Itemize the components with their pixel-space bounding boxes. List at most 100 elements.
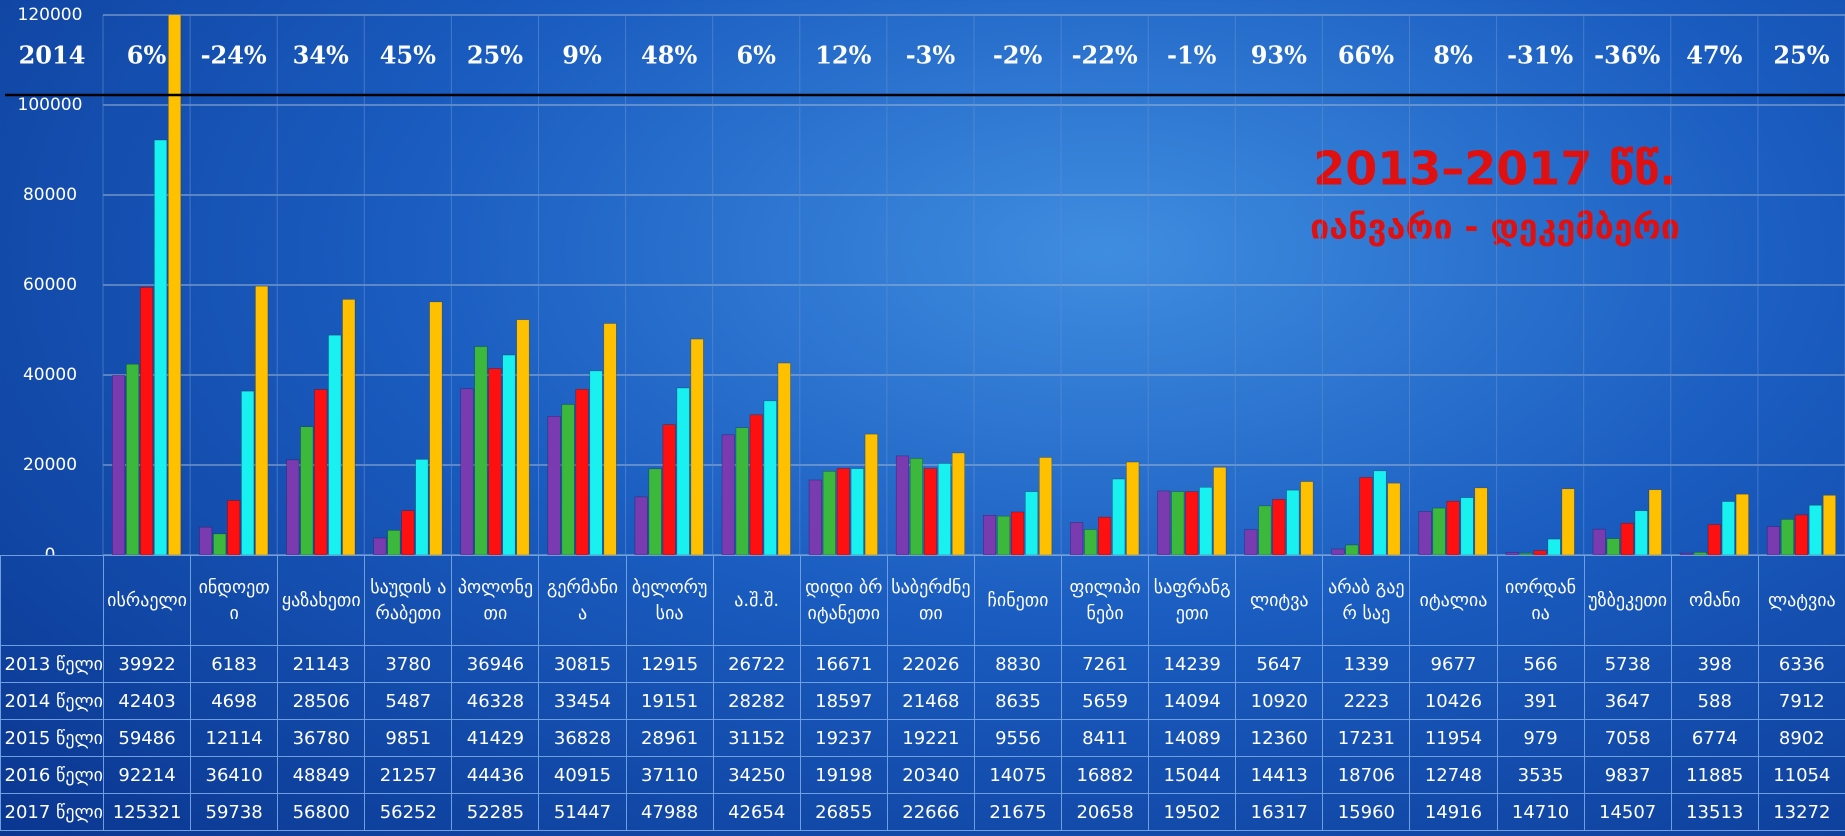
table-value: 41429 — [451, 719, 540, 757]
header-cell: 12% — [815, 41, 871, 70]
bar — [328, 334, 342, 555]
bar — [1373, 470, 1387, 555]
bar — [126, 363, 140, 555]
table-value: 566 — [1496, 645, 1585, 683]
category-label: არაბ გაერ საე — [1322, 555, 1411, 646]
table-value: 5647 — [1235, 645, 1324, 683]
bar — [1025, 491, 1039, 555]
table-value: 14239 — [1148, 645, 1237, 683]
table-value: 20658 — [1061, 793, 1150, 831]
bar — [1157, 490, 1171, 555]
category-label: ინდოეთი — [190, 555, 279, 646]
bar — [112, 375, 126, 555]
y-tick-label: 80000 — [23, 185, 77, 205]
bar — [1185, 491, 1199, 555]
category-label: ბელორუსია — [625, 555, 714, 646]
bars — [112, 15, 1836, 555]
bar — [996, 515, 1011, 555]
table-value: 46328 — [451, 682, 540, 720]
bar — [1606, 538, 1620, 555]
bar — [342, 299, 356, 555]
bar — [1010, 511, 1025, 555]
series-name: 2014 წელი — [0, 682, 104, 720]
table-value: 3780 — [364, 645, 453, 683]
table-value: 12114 — [190, 719, 279, 757]
series-row: 2015 წელი 59486 12114 36780 9851 41429 36828 28… — [0, 719, 1845, 757]
category-label: გერმანია — [538, 555, 627, 646]
bar — [1199, 487, 1213, 555]
table-value: 3647 — [1583, 682, 1672, 720]
table-value: 11954 — [1409, 719, 1498, 757]
table-value: 8635 — [973, 682, 1063, 720]
bar — [690, 338, 704, 555]
header-row: 2014 6% -24% 34% 45% 25% 9% 48% 6% 12% -3% -2% -22% -… — [5, 41, 1845, 97]
header-cell: -2% — [993, 41, 1043, 70]
bar — [1359, 477, 1373, 555]
header-cell: -36% — [1594, 41, 1660, 70]
bar — [1460, 497, 1474, 555]
bar — [460, 388, 474, 555]
bar — [1693, 552, 1707, 555]
chart-subtitle: იანვარი - დეკემბერი — [1310, 208, 1680, 248]
category-label: საფრანგეთი — [1148, 555, 1237, 646]
corner-cell — [0, 555, 104, 646]
bar — [401, 510, 415, 555]
bar — [415, 459, 429, 555]
table-value: 6183 — [190, 645, 279, 683]
series-name: 2016 წელი — [0, 756, 104, 794]
bar — [951, 452, 966, 555]
bar — [721, 434, 735, 555]
bar — [735, 427, 749, 555]
bar — [662, 424, 676, 555]
category-label: საუდის არაბეთი — [364, 555, 453, 646]
table-value: 52285 — [451, 793, 540, 831]
header-cell: 8% — [1433, 41, 1473, 70]
bar — [1272, 499, 1286, 555]
bar — [1244, 529, 1258, 555]
bar — [603, 323, 617, 555]
bar — [227, 500, 241, 555]
grid: 0 20000 40000 60000 80000 100000 120000 — [18, 5, 1845, 555]
table-value: 44436 — [451, 756, 540, 794]
bar — [763, 400, 777, 555]
y-tick-label: 40000 — [23, 365, 77, 385]
table-value: 37110 — [625, 756, 714, 794]
y-tick-label: 20000 — [23, 455, 77, 475]
table-value: 16317 — [1235, 793, 1324, 831]
table-value: 28961 — [625, 719, 714, 757]
table-value: 36828 — [538, 719, 627, 757]
bar — [1039, 457, 1053, 555]
bar — [241, 390, 255, 555]
category-label: ყაზახეთი — [277, 555, 366, 646]
chart: 2013–2017 წწ. იანვარი - დეკემბერი 0 20000… — [5, 5, 1845, 555]
table-value: 18597 — [799, 682, 888, 720]
series-row: 2016 წელი 92214 36410 48849 21257 44436 40915 3… — [0, 756, 1845, 794]
table-value: 9556 — [973, 719, 1063, 757]
series-row: 2013 წელი 39922 6183 21143 3780 36946 30815 129… — [0, 645, 1845, 683]
table-value: 5487 — [364, 682, 453, 720]
bar — [547, 416, 561, 555]
table-value: 19151 — [625, 682, 714, 720]
bar — [1766, 526, 1780, 555]
category-label: ომანი — [1670, 555, 1759, 646]
series-name: 2013 წელი — [0, 645, 104, 683]
table-value: 10426 — [1409, 682, 1498, 720]
bar — [1707, 524, 1721, 555]
table-value: 14916 — [1409, 793, 1498, 831]
category-row: ისრაელი ინდოეთი ყაზახეთი საუდის არაბეთი პოლო… — [0, 555, 1845, 646]
header-label: 2014 — [19, 41, 86, 70]
header-cell: 25% — [1773, 41, 1829, 70]
header-cell: -3% — [906, 41, 956, 70]
table-value: 26855 — [799, 793, 888, 831]
table-value: 11885 — [1670, 756, 1759, 794]
category-label: იტალია — [1409, 555, 1498, 646]
table-value: 92214 — [102, 756, 192, 794]
header-cell: 66% — [1338, 41, 1394, 70]
table-value: 42654 — [712, 793, 801, 831]
bar — [1735, 493, 1749, 555]
table-value: 21143 — [277, 645, 366, 683]
bar — [864, 433, 878, 555]
bar — [140, 287, 154, 555]
bar — [1084, 529, 1098, 555]
bar — [1620, 522, 1634, 555]
